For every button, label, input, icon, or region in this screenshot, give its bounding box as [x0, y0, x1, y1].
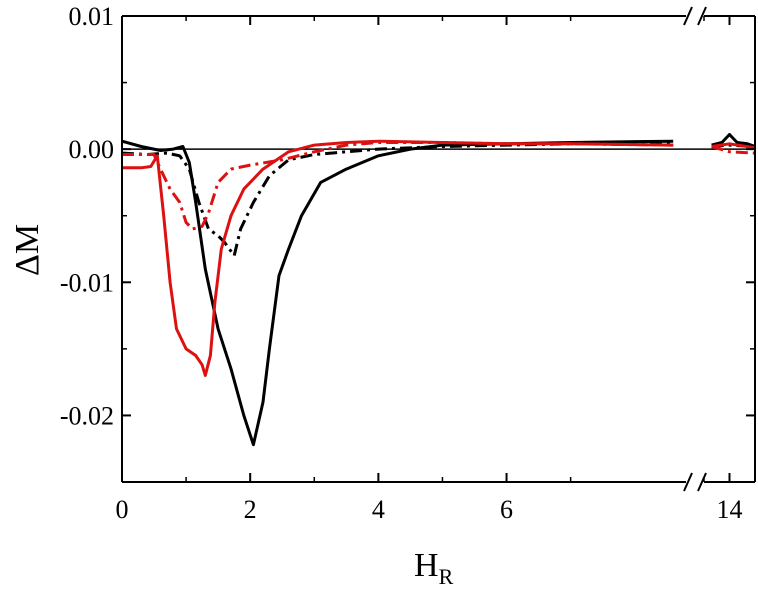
x-tick-label: 4 [372, 495, 385, 524]
tick-group [121, 15, 756, 483]
series-line-1-break-segment [711, 133, 755, 148]
x-tick-label: 2 [244, 495, 257, 524]
x-tick-label: 0 [116, 495, 129, 524]
tick-label-group: 0.01 0.00 -0.01 -0.02 0 2 4 6 14 [60, 2, 743, 524]
axis-break-slash [683, 6, 693, 26]
x-axis-title-subscript: R [439, 564, 454, 589]
x-tick-label: 14 [717, 495, 743, 524]
series-line-2 [122, 142, 674, 258]
x-tick-label: 6 [500, 495, 513, 524]
axis-break-marks [683, 6, 707, 492]
axis-break-slash [697, 6, 707, 26]
y-tick-label: -0.01 [60, 268, 114, 297]
axis-break-slash [683, 472, 693, 492]
x-axis-title: HR [414, 547, 454, 589]
y-tick-label: -0.02 [60, 401, 114, 430]
y-axis-title: ΔM [9, 224, 46, 276]
series-line-4 [122, 141, 674, 231]
y-tick-label: 0.01 [69, 2, 115, 31]
series-line-1 [122, 139, 674, 447]
y-tick-label: 0.00 [69, 135, 115, 164]
plot-frame [121, 15, 756, 483]
x-axis-title-main: H [414, 547, 439, 584]
series-line-3-break-segment [711, 142, 755, 150]
series-line-4-break-segment [711, 145, 755, 155]
axis-break-slash [697, 472, 707, 492]
series-group [122, 133, 755, 447]
